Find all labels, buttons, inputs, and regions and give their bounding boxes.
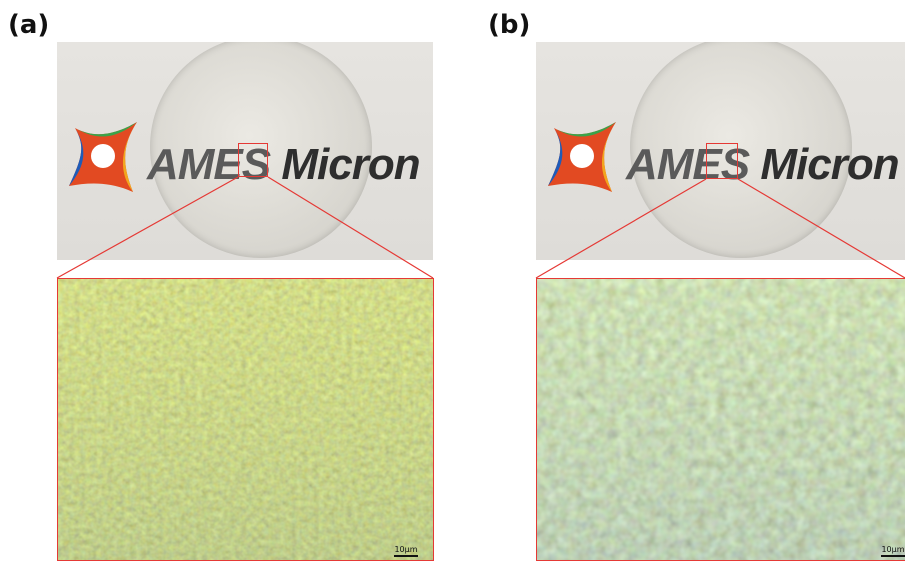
logo-text-a: AMES Micron — [147, 140, 421, 190]
micrograph-texture-b — [537, 279, 905, 560]
scale-bar-label-b: 10μm — [881, 545, 905, 554]
micrograph-a: 10μm — [57, 278, 434, 561]
wafer-a — [150, 42, 372, 258]
wafer-photo-b: AMES Micron — [536, 42, 905, 260]
micrograph-texture-a — [58, 279, 433, 560]
ames-pinwheel-logo-icon — [69, 122, 137, 192]
panel-a: (a) AMES Micron — [0, 0, 450, 561]
scale-bar-b: 10μm — [881, 545, 905, 557]
panel-label-a: (a) — [8, 10, 50, 40]
scale-bar-label-a: 10μm — [394, 545, 418, 554]
logo-text-b: AMES Micron — [626, 140, 900, 190]
ames-pinwheel-logo-icon-b — [548, 122, 616, 192]
panel-b: (b) AMES Micron — [450, 0, 905, 561]
logo-product-b: Micron — [760, 140, 899, 189]
wafer-b — [630, 42, 852, 258]
zoom-lines-b — [535, 178, 905, 279]
zoom-region-b — [706, 143, 738, 179]
zoom-region-a — [238, 143, 268, 177]
wafer-photo-a: AMES Micron — [57, 42, 433, 260]
zoom-lines-a — [56, 176, 434, 279]
micrograph-b: 10μm — [536, 278, 905, 561]
scale-bar-a: 10μm — [394, 545, 418, 557]
logo-product-a: Micron — [281, 140, 420, 189]
panel-label-b: (b) — [488, 10, 531, 40]
logo-brand-a: AMES — [147, 140, 271, 189]
logo-brand-b: AMES — [626, 140, 750, 189]
